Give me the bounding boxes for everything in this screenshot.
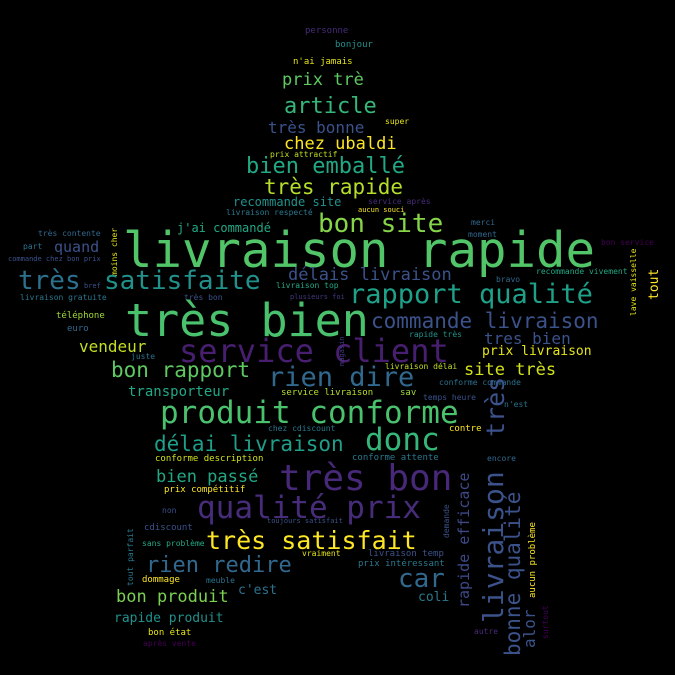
word: quand [54, 238, 100, 256]
word: satisfaite [104, 266, 261, 296]
word: rien dire [268, 362, 415, 393]
word: rapide très [409, 330, 462, 339]
word: bon site [318, 209, 444, 239]
word: livraison respecté [226, 208, 313, 217]
word: très bien [125, 294, 369, 347]
word: merci [471, 218, 496, 227]
word: contre [449, 424, 482, 434]
word: car [398, 564, 445, 594]
word: part [23, 242, 43, 251]
word: aucun problème [528, 522, 538, 598]
word: plusieurs foi [290, 293, 345, 301]
word: personne [305, 26, 349, 36]
word: conforme commande [439, 378, 521, 387]
word: encore [487, 454, 516, 463]
word: tout [647, 268, 662, 300]
word: aucun souci [358, 206, 405, 214]
word: téléphone [56, 311, 105, 321]
word: tout parfait [126, 528, 135, 586]
word: juste [131, 352, 156, 361]
word: commande livraison [371, 309, 599, 333]
word: très contente [38, 229, 101, 238]
word: conforme attente [352, 453, 439, 463]
word: bravo [496, 275, 521, 284]
word: très bon [279, 458, 453, 499]
word: transporteur [128, 384, 230, 400]
word: j'ai commandé [177, 221, 271, 235]
word: conforme description [155, 454, 264, 464]
word: article [284, 94, 377, 119]
word: moment [468, 230, 497, 239]
word: non [162, 506, 177, 515]
word: chez cdiscount [268, 424, 336, 433]
word: bref [84, 282, 101, 290]
word: produit conforme [160, 395, 459, 431]
word: meuble [206, 576, 235, 585]
word: service après [368, 197, 431, 206]
word: surtout [541, 605, 550, 639]
word: c'est [238, 583, 278, 598]
word: prix compétitif [164, 485, 246, 495]
word: très bon [184, 293, 223, 302]
word: euro [67, 324, 89, 334]
word: livraison gratuite [20, 293, 107, 302]
word: coli [418, 590, 450, 605]
word: bon service [601, 238, 654, 247]
word: bonjour [335, 40, 373, 50]
word: rapide efficace [455, 472, 473, 608]
word: donc [365, 422, 440, 458]
word: site très [464, 360, 557, 380]
word: bien passé [156, 467, 259, 487]
word: délais livraison [288, 265, 452, 285]
word: vendeur [79, 337, 147, 356]
word: vraiment [302, 549, 341, 558]
word: autre [474, 627, 499, 636]
word: service client [179, 332, 449, 370]
word: n'est [504, 400, 529, 409]
word: bien emballé [246, 154, 405, 179]
word: toujours satisfait [267, 517, 343, 525]
word: bon produit [116, 587, 229, 607]
word: sav [400, 388, 417, 398]
word: qualité prix [197, 490, 421, 526]
word: commande chez bon prix [8, 255, 101, 263]
word: prix intéressant [358, 559, 445, 569]
word: recommande vivement [536, 267, 628, 276]
word: livraison temp [368, 549, 444, 559]
word: très bonne [268, 118, 365, 137]
word: super [385, 117, 410, 126]
word: dommage [142, 575, 180, 585]
word: demande [442, 504, 451, 538]
word: prix attractif [270, 150, 338, 159]
word: rien redire [146, 553, 292, 578]
word: très satisfait [206, 526, 417, 555]
word: livraison délai [385, 362, 458, 371]
word: prix trè [282, 70, 364, 90]
word: prix livraison [482, 344, 592, 359]
word: bon rapport [111, 358, 251, 382]
word: temps heure [423, 393, 476, 402]
word: bon état [148, 628, 192, 638]
word: recommande site [233, 195, 342, 209]
word: très rapide [264, 175, 404, 199]
word: cdiscount [144, 523, 193, 533]
word: livraison top [276, 281, 339, 290]
word: sans problème [142, 539, 205, 548]
word: rapport qualité [349, 279, 593, 310]
word: après vente [143, 639, 196, 648]
word: rapide produit [114, 611, 224, 626]
word: très [18, 266, 81, 296]
word: alor [520, 609, 539, 648]
word: très [481, 376, 510, 437]
word: service livraison [281, 388, 374, 398]
word: tres bien [484, 329, 571, 348]
word: n'ai jamais [293, 57, 353, 67]
word: chez ubaldi [284, 134, 397, 154]
word: délai livraison [154, 432, 344, 456]
word: livraison rapide [123, 222, 596, 279]
word: lave vaisselle [629, 248, 638, 316]
